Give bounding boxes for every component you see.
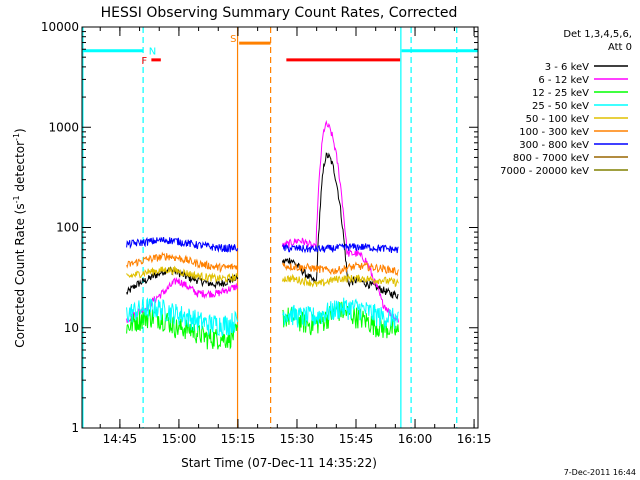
series-line-0-seg2: [281, 152, 399, 300]
timestamp: 7-Dec-2011 16:44: [564, 468, 636, 477]
flag-label-flare-2: F: [141, 56, 147, 67]
plot-frame: [81, 26, 479, 429]
legend-label-3: 25 - 50 keV: [532, 101, 589, 112]
legend-label-1: 6 - 12 keV: [538, 75, 589, 86]
series-line-2-base: [126, 308, 239, 350]
legend-label-2: 12 - 25 keV: [532, 88, 589, 99]
legend-label-7: 800 - 7000 keV: [513, 153, 589, 164]
y-tick-label-0: 1: [71, 421, 79, 435]
series-line-4-seg2: [281, 273, 399, 288]
series-line-3-seg2: [282, 297, 399, 329]
series-line-5-seg2: [281, 261, 399, 277]
x-axis-label: Start Time (07-Dec-11 14:35:22): [181, 456, 377, 470]
series-line-1-base: [126, 276, 239, 323]
legend-label-6: 300 - 800 keV: [519, 140, 589, 151]
series-line-5-base: [126, 251, 239, 274]
plot-layer: NF S: [82, 27, 478, 428]
axis-layer: 1 10 100 1000 10000 14:45 15:00 15:15 15:30 15:45…: [41, 20, 492, 446]
series-line-6-base: [126, 236, 239, 253]
x-tick-label-4: 15:45: [339, 432, 374, 446]
series-line-1-seg2: [281, 119, 399, 323]
y-tick-label-2: 100: [56, 221, 79, 235]
x-tick-label-3: 15:30: [280, 432, 315, 446]
legend-header-line1: Det 1,3,4,5,6,: [563, 29, 632, 40]
y-axis-label: Corrected Count Rate (s-1 detector-1): [12, 128, 27, 347]
x-tick-label-5: 16:00: [398, 432, 433, 446]
y-tick-label-4: 10000: [41, 20, 79, 34]
legend: Det 1,3,4,5,6, Att 0 3 - 6 keV 6 - 12 keV…: [500, 29, 632, 177]
x-tick-label-0: 14:45: [103, 432, 138, 446]
y-tick-label-1: 10: [64, 321, 79, 335]
series-line-6-seg2: [282, 243, 399, 254]
x-tick-label-1: 15:00: [162, 432, 197, 446]
legend-label-4: 50 - 100 keV: [526, 114, 590, 125]
legend-label-5: 100 - 300 keV: [519, 127, 589, 138]
legend-header-line2: Att 0: [608, 42, 632, 53]
flag-label-saa-4: S: [230, 34, 236, 45]
series-line-3-base: [126, 297, 239, 337]
flag-label-night-0: N: [149, 47, 156, 58]
series-line-0-base: [126, 266, 239, 295]
y-tick-label-3: 1000: [48, 120, 79, 134]
x-tick-label-2: 15:15: [221, 432, 256, 446]
series-line-2-seg2: [282, 301, 399, 339]
series-line-4-base: [126, 265, 239, 284]
x-tick-label-6: 16:15: [457, 432, 492, 446]
legend-label-8: 7000 - 20000 keV: [500, 166, 589, 177]
chart-title: HESSI Observing Summary Count Rates, Cor…: [101, 5, 458, 21]
legend-label-0: 3 - 6 keV: [545, 62, 589, 73]
